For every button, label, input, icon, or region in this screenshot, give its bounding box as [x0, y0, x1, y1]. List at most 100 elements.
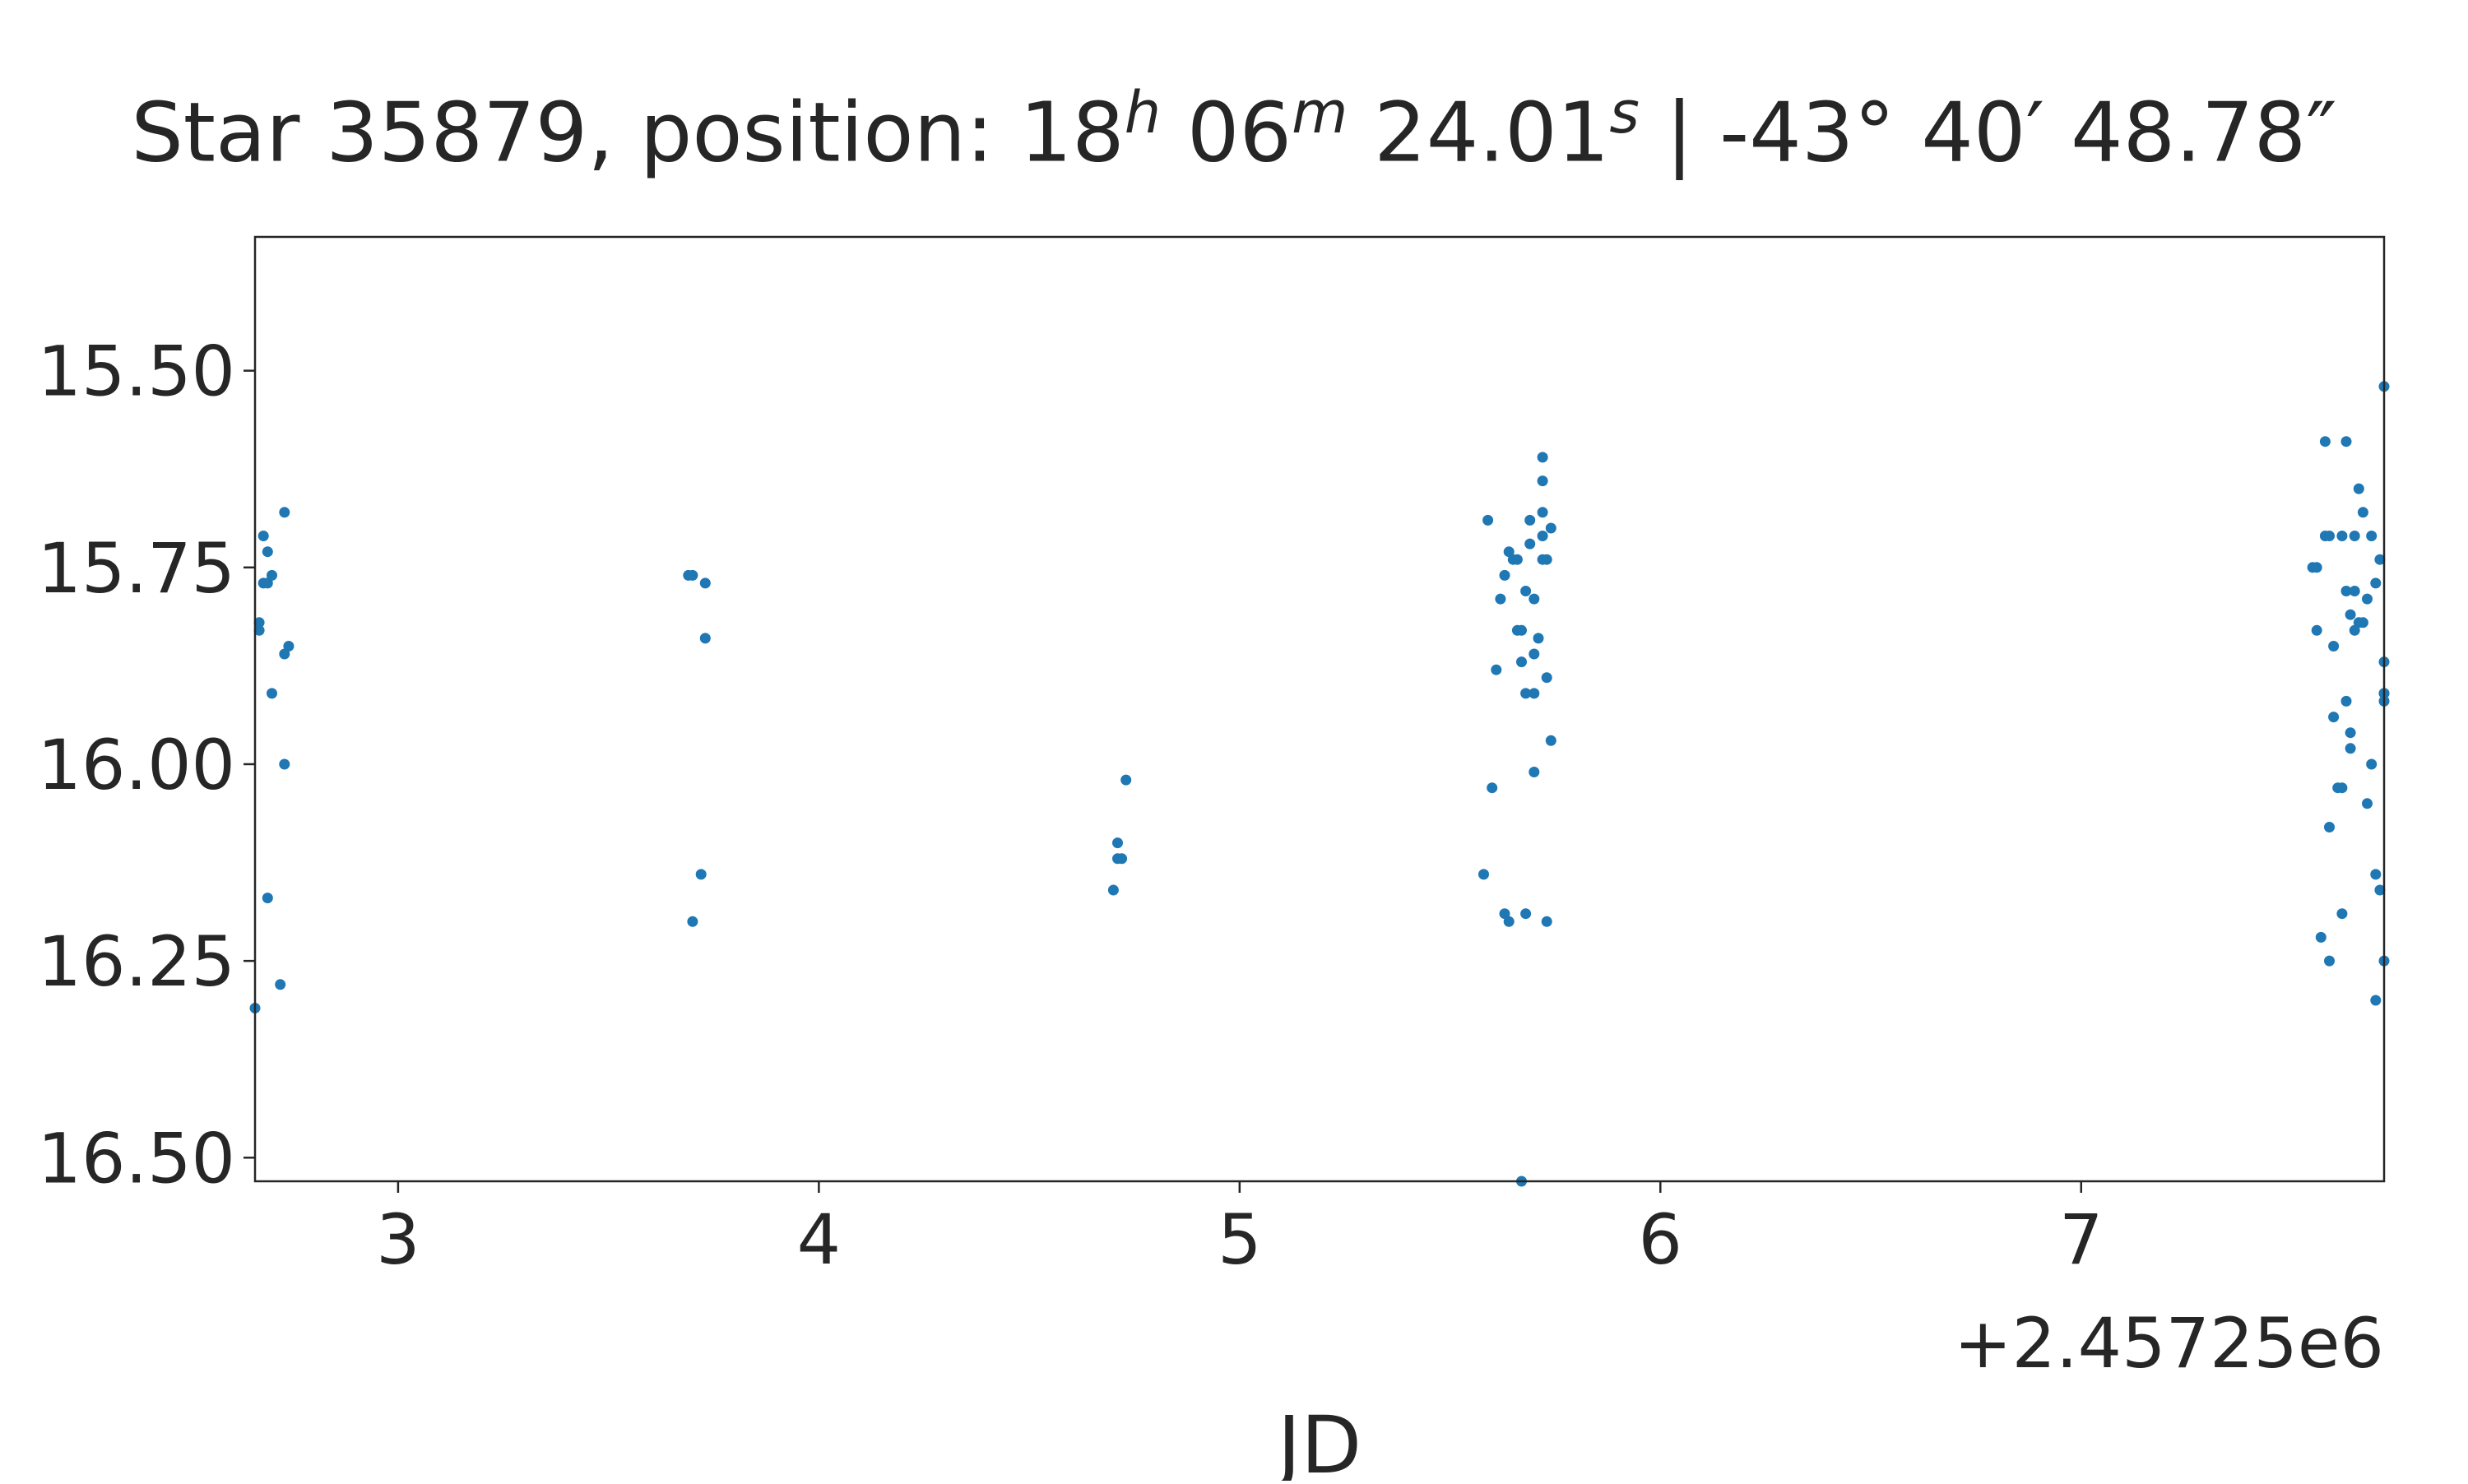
data-point [257, 531, 269, 541]
data-point [2336, 908, 2348, 920]
data-point [1520, 908, 1532, 920]
title-ra-s-superscript: s [1609, 79, 1640, 146]
data-point [2349, 624, 2360, 636]
data-point [2370, 577, 2382, 589]
data-point [2311, 562, 2322, 573]
data-point [1107, 884, 1119, 896]
data-point [1503, 546, 1515, 558]
x-axis-ticks: 3 4 5 6 7 [376, 1181, 2103, 1280]
data-point [2362, 798, 2373, 809]
data-point [699, 577, 711, 589]
chart-title: Star 35879, position: 18h 06m 24.01s | -… [0, 79, 2468, 180]
data-point [1516, 656, 1527, 668]
data-point [1537, 507, 1548, 518]
data-point [2349, 531, 2360, 541]
data-point [2366, 531, 2378, 541]
data-point [1541, 554, 1552, 565]
data-point [2336, 531, 2348, 541]
title-ra-seconds: 24.01 [1348, 84, 1610, 181]
data-point [2324, 955, 2335, 967]
y-tick-label: 16.50 [38, 1118, 235, 1199]
data-point [1529, 688, 1540, 699]
data-point [2324, 822, 2335, 832]
data-point [267, 569, 277, 581]
data-point [267, 688, 277, 699]
data-point [279, 648, 290, 660]
data-point [2336, 782, 2348, 794]
data-point [1120, 774, 1132, 786]
data-point [2353, 483, 2364, 494]
data-point [283, 641, 295, 652]
data-point [2340, 586, 2352, 596]
y-axis-ticks: 15.50 15.75 16.00 16.25 16.50 [38, 332, 255, 1199]
data-point [1516, 624, 1527, 636]
data-point [2357, 507, 2368, 518]
data-point [687, 916, 698, 927]
data-point [2366, 758, 2378, 770]
x-axis-offset-label: +2.45725e6 [1954, 1303, 2384, 1384]
data-point [1537, 452, 1548, 463]
data-point [2328, 641, 2340, 652]
data-point [2374, 554, 2386, 565]
data-point [2319, 436, 2331, 448]
data-point [1487, 782, 1498, 794]
data-point [1529, 593, 1540, 605]
data-points [249, 381, 2390, 1187]
title-declination: | -43° 40′ 48.78″ [1639, 84, 2337, 181]
data-point [2311, 624, 2322, 636]
data-point [2324, 531, 2335, 541]
data-point [1537, 531, 1548, 541]
y-tick-label: 16.00 [38, 725, 235, 805]
x-tick-label: 7 [2059, 1199, 2103, 1280]
data-point [2374, 884, 2386, 896]
data-point [1520, 688, 1532, 699]
data-point [2340, 436, 2352, 448]
data-point [1482, 514, 1494, 526]
data-point [262, 893, 273, 904]
data-point [695, 869, 707, 880]
data-point [1524, 538, 1536, 550]
x-tick-label: 5 [1218, 1199, 1261, 1280]
data-point [2370, 869, 2382, 880]
data-point [1524, 514, 1536, 526]
data-point [1541, 672, 1552, 684]
data-point [275, 979, 286, 990]
data-point [1491, 664, 1502, 675]
data-point [2345, 727, 2356, 739]
data-point [2345, 743, 2356, 754]
data-point [1533, 633, 1544, 644]
data-point [2370, 995, 2382, 1006]
data-point [253, 624, 265, 636]
y-tick-label: 15.75 [38, 528, 235, 609]
data-point [1478, 869, 1489, 880]
data-point [1495, 593, 1506, 605]
data-point [1545, 522, 1556, 534]
data-point [1545, 735, 1556, 746]
data-point [253, 617, 265, 628]
y-tick-label: 15.50 [38, 332, 235, 412]
x-axis-label: JD [1273, 1399, 1362, 1481]
data-point [1520, 586, 1532, 596]
data-point [279, 507, 290, 518]
data-point [2315, 931, 2327, 943]
x-tick-label: 6 [1639, 1199, 1682, 1280]
data-point [687, 569, 698, 581]
data-point [2345, 609, 2356, 620]
data-point [2349, 586, 2360, 596]
data-point [2340, 695, 2352, 707]
data-point [1537, 475, 1548, 487]
title-ra-m-superscript: m [1292, 79, 1348, 146]
data-point [262, 577, 273, 589]
data-point [279, 758, 290, 770]
data-point [1499, 908, 1510, 920]
data-point [1112, 837, 1123, 849]
data-point [699, 633, 711, 644]
x-tick-label: 3 [376, 1199, 420, 1280]
x-tick-label: 4 [797, 1199, 841, 1280]
data-point [1529, 767, 1540, 777]
data-point [1116, 853, 1128, 865]
plot-area-frame [253, 235, 2386, 1183]
data-point [262, 546, 273, 558]
title-prefix: Star 35879, position: 18 [131, 84, 1125, 181]
